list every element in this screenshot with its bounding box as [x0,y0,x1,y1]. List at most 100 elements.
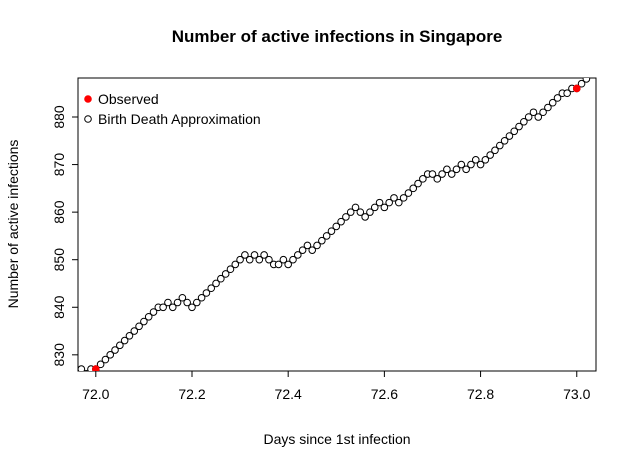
point [539,108,547,117]
point [298,246,307,254]
point [414,179,422,188]
point [188,303,196,312]
legend-marker [84,95,92,103]
point [505,132,514,140]
points [78,71,595,371]
point [572,84,581,93]
point [192,298,201,307]
point [120,336,129,345]
point [101,355,110,364]
point [212,279,220,288]
point [375,198,384,207]
point [433,175,442,183]
x-tick-label: 73.0 [563,386,590,402]
point [361,213,369,221]
x-tick-label: 72.8 [467,386,494,402]
point [303,241,312,250]
point [197,293,206,302]
point [419,175,427,183]
point [318,236,326,245]
point [476,160,485,169]
point [284,260,292,269]
point [116,341,124,350]
point [111,346,119,354]
point [409,184,418,193]
point [438,170,446,178]
y-tick-label: 860 [51,200,67,224]
point [159,303,167,312]
point [471,156,480,164]
point [231,260,240,269]
point [260,251,268,259]
point [168,303,177,312]
point [462,165,470,174]
point [130,327,139,335]
point [443,165,451,174]
point [548,98,557,107]
point [144,312,153,321]
point [582,78,591,83]
point [467,160,475,169]
point [226,265,235,274]
point [399,194,408,202]
point [529,108,538,117]
point [351,203,360,212]
x-tick-label: 72.4 [275,386,302,402]
point [91,365,100,371]
point [544,103,552,112]
point [563,89,571,98]
point [588,71,595,78]
point [221,270,230,278]
point [279,255,288,264]
point [294,251,302,259]
y-tick-label: 850 [51,248,67,272]
legend-label: Observed [98,91,159,107]
point [395,198,403,207]
point [78,365,86,371]
point [486,151,494,159]
point [265,255,273,264]
point [327,227,336,235]
point [255,255,264,264]
x-tick-label: 72.6 [371,386,398,402]
y-tick-label: 830 [51,343,67,367]
point [491,146,499,155]
point [313,241,321,250]
y-tick-label: 840 [51,295,67,319]
point [96,360,105,369]
y-tick-label: 880 [51,105,67,129]
point [149,308,158,316]
point [356,208,365,216]
point [289,255,297,264]
x-tick-label: 72.0 [82,386,109,402]
point [515,122,523,131]
point [207,284,216,293]
point [322,232,331,240]
legend-marker [84,115,92,123]
point [250,251,259,259]
point [524,113,533,121]
point [380,203,389,212]
point [457,160,466,169]
point [534,113,543,121]
point [125,332,134,340]
point [447,170,456,178]
point [496,141,504,150]
point [140,317,148,326]
point [452,165,461,174]
plot-frame [77,77,597,372]
point [481,156,490,164]
point [577,79,586,88]
point [342,213,350,221]
point [78,370,80,371]
legend-label: Birth Death Approximation [98,111,261,127]
point [346,208,355,216]
point [202,289,211,297]
point [385,198,393,207]
point [370,203,379,212]
point [428,170,437,178]
x-tick-label: 72.2 [178,386,205,402]
point [217,274,225,283]
point [135,322,143,331]
